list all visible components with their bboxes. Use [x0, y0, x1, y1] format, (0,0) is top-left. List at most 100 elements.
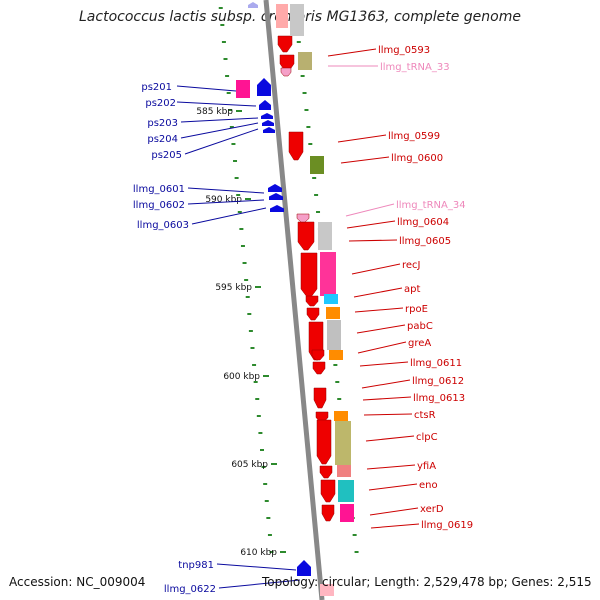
- cds-arrow: [248, 2, 258, 8]
- kbp-tick-label: 590 kbp: [205, 195, 242, 205]
- gene-label-right: xerD: [420, 504, 444, 515]
- cds-arrow: [319, 465, 333, 479]
- gene-label-right: llmg_0593: [378, 45, 430, 56]
- label-leader: [356, 324, 406, 334]
- kbp-tick-label: 610 kbp: [240, 548, 277, 558]
- label-leader: [187, 187, 265, 194]
- gene-box: [276, 4, 288, 28]
- cds-arrow: [269, 193, 283, 200]
- gene-label-right: llmg_0613: [413, 393, 465, 404]
- gene-label-right: pabC: [407, 321, 433, 332]
- gene-label-right: llmg_0619: [421, 520, 473, 531]
- gene-label-right: ctsR: [414, 410, 436, 421]
- cds-arrow: [297, 560, 311, 576]
- kbp-tick-label: 595 kbp: [215, 283, 252, 293]
- label-leader: [370, 523, 420, 529]
- gene-label-left: ps205: [151, 150, 182, 161]
- cds-arrow: [259, 100, 271, 110]
- label-leader: [354, 307, 404, 313]
- gene-label-left: ps202: [145, 98, 176, 109]
- gene-label-right: greA: [408, 338, 431, 349]
- cds-arrow: [320, 479, 336, 503]
- gene-label-right: clpC: [416, 432, 438, 443]
- cds-arrow: [257, 78, 271, 96]
- gene-label-left: llmg_0622: [164, 584, 216, 595]
- cds-arrow: [288, 131, 304, 161]
- gene-label-right: llmg_0612: [412, 376, 464, 387]
- cds-arrow: [263, 127, 275, 133]
- gene-label-right: llmg_0600: [391, 153, 443, 164]
- gene-label-right: llmg_0605: [399, 236, 451, 247]
- gene-label-left: llmg_0601: [133, 184, 185, 195]
- gene-box: [340, 504, 354, 522]
- label-leader: [187, 199, 265, 205]
- label-leader: [337, 134, 387, 143]
- gene-label-right: eno: [419, 480, 438, 491]
- label-leader: [216, 563, 297, 571]
- gene-box: [318, 222, 332, 250]
- cds-arrow: [312, 361, 326, 375]
- cds-arrow: [306, 307, 320, 321]
- gene-label-right: llmg_tRNA_33: [380, 62, 450, 73]
- label-leader: [357, 341, 407, 354]
- label-leader: [346, 220, 396, 229]
- gene-label-left: ps204: [147, 134, 178, 145]
- label-leader: [361, 379, 411, 389]
- label-leader: [218, 579, 301, 589]
- gene-label-right: llmg_0599: [388, 131, 440, 142]
- gene-label-right: apt: [404, 284, 420, 295]
- label-leader: [362, 396, 412, 401]
- cds-arrow: [313, 387, 327, 409]
- cds-arrow: [277, 35, 293, 53]
- kbp-tick-label: 605 kbp: [231, 460, 268, 470]
- cds-arrow: [311, 349, 325, 361]
- gene-label-left: ps203: [147, 118, 178, 129]
- label-leader: [340, 156, 390, 164]
- gene-box: [326, 307, 340, 319]
- cds-arrow: [297, 221, 315, 251]
- label-leader: [180, 117, 259, 123]
- cds-arrow: [316, 419, 332, 465]
- label-leader: [191, 207, 267, 225]
- backbone-line: [263, 0, 325, 600]
- label-leader: [351, 263, 401, 275]
- gene-box: [236, 80, 250, 98]
- cds-arrow: [321, 504, 335, 522]
- label-leader: [184, 128, 259, 155]
- gene-box: [337, 465, 351, 477]
- label-leader: [353, 287, 403, 298]
- gene-label-left: ps201: [141, 82, 172, 93]
- gene-label-right: llmg_tRNA_34: [396, 200, 466, 211]
- gene-label-left: tnp981: [178, 560, 214, 571]
- gene-label-left: llmg_0603: [137, 220, 189, 231]
- label-leader: [363, 413, 413, 416]
- label-leader: [359, 361, 409, 367]
- gene-label-right: rpoE: [405, 304, 428, 315]
- gene-box: [320, 252, 336, 296]
- gene-box: [290, 4, 304, 36]
- label-leader: [366, 464, 416, 470]
- topology-text: Topology: circular; Length: 2,529,478 bp…: [262, 575, 592, 589]
- label-leader: [327, 48, 377, 57]
- gene-label-right: yfiA: [417, 461, 436, 472]
- kbp-tick-label: 600 kbp: [223, 372, 260, 382]
- gene-box: [320, 584, 334, 596]
- gene-box: [334, 411, 348, 421]
- gene-box: [338, 480, 354, 502]
- gene-box: [310, 156, 324, 174]
- label-leader: [368, 483, 418, 491]
- gene-label-right: recJ: [402, 260, 421, 271]
- label-leader: [345, 203, 395, 217]
- label-leader: [348, 239, 398, 242]
- gene-box: [324, 294, 338, 304]
- label-leader: [180, 122, 259, 139]
- label-leader: [176, 101, 257, 107]
- gene-label-right: llmg_0611: [410, 358, 462, 369]
- cds-arrow: [262, 120, 274, 126]
- gene-box: [335, 421, 351, 465]
- cds-arrow: [270, 205, 284, 212]
- gene-label-left: llmg_0602: [133, 200, 185, 211]
- label-leader: [365, 435, 415, 442]
- gene-label-right: llmg_0604: [397, 217, 449, 228]
